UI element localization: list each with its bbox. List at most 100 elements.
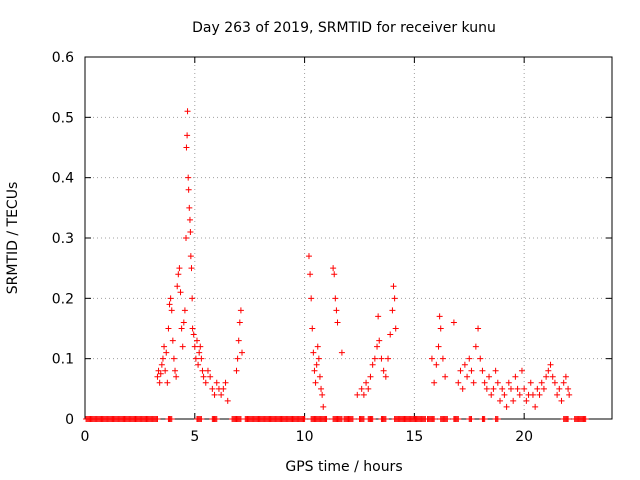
data-point	[512, 373, 519, 380]
data-point	[468, 367, 475, 374]
data-point	[382, 373, 389, 380]
data-point	[187, 253, 194, 260]
data-point	[523, 397, 530, 404]
x-tick-label: 0	[81, 429, 90, 445]
data-point	[312, 379, 319, 386]
data-point	[211, 391, 218, 398]
data-point	[204, 367, 211, 374]
data-point	[390, 283, 397, 290]
data-point	[376, 337, 383, 344]
data-point	[311, 367, 318, 374]
data-point	[468, 416, 475, 422]
data-point	[314, 343, 321, 350]
data-point	[224, 397, 231, 404]
data-point	[529, 391, 536, 398]
data-point	[392, 325, 399, 332]
data-point	[475, 325, 482, 332]
data-point	[354, 391, 361, 398]
data-point	[554, 391, 561, 398]
data-point	[239, 349, 246, 356]
data-point	[450, 319, 457, 326]
data-point	[318, 385, 325, 392]
data-point	[433, 361, 440, 368]
data-point	[543, 373, 550, 380]
data-point	[196, 349, 203, 356]
data-point	[323, 416, 330, 422]
y-tick-label: 0.2	[52, 291, 74, 307]
data-point	[319, 391, 326, 398]
data-point	[179, 343, 186, 350]
data-point	[184, 108, 191, 115]
data-point	[199, 367, 206, 374]
data-point	[466, 355, 473, 362]
data-point	[547, 361, 554, 368]
data-point	[169, 337, 176, 344]
data-point	[558, 397, 565, 404]
data-point	[358, 385, 365, 392]
data-point	[431, 379, 438, 386]
data-point	[457, 367, 464, 374]
data-point	[540, 385, 547, 392]
data-point	[507, 385, 514, 392]
data-point	[455, 379, 462, 386]
data-point	[331, 271, 338, 278]
x-tick-label: 20	[515, 429, 533, 445]
y-tick-label: 0	[65, 412, 74, 428]
data-point	[218, 391, 225, 398]
data-point	[185, 174, 192, 181]
data-point	[189, 325, 196, 332]
data-point	[565, 385, 572, 392]
data-point	[309, 325, 316, 332]
data-point	[234, 355, 241, 362]
data-point	[308, 295, 315, 302]
axis-ticks: 0 5 10 15 20 0 0.1 0.2 0.3 0.4 0.5 0.6	[52, 50, 612, 445]
data-point	[163, 349, 170, 356]
data-point	[389, 307, 396, 314]
data-point	[505, 379, 512, 386]
data-point	[527, 379, 534, 386]
data-point	[536, 391, 543, 398]
data-point	[209, 385, 216, 392]
data-point	[436, 313, 443, 320]
data-point	[333, 307, 340, 314]
data-point	[464, 373, 471, 380]
data-point	[213, 416, 220, 422]
y-tick-label: 0.4	[52, 171, 74, 187]
data-point	[315, 355, 322, 362]
data-point	[556, 385, 563, 392]
data-point	[154, 416, 161, 422]
data-point	[538, 379, 545, 386]
data-point	[435, 343, 442, 350]
data-point	[387, 331, 394, 338]
data-point	[187, 228, 194, 235]
data-point	[174, 283, 181, 290]
data-point	[378, 355, 385, 362]
data-point	[477, 355, 484, 362]
data-point	[332, 295, 339, 302]
data-point	[190, 331, 197, 338]
x-axis-label: GPS time / hours	[285, 459, 402, 475]
data-point	[330, 265, 337, 272]
data-point	[301, 416, 308, 422]
data-point	[195, 361, 202, 368]
data-point	[367, 373, 374, 380]
data-point	[168, 416, 175, 422]
data-point	[459, 385, 466, 392]
data-point	[481, 379, 488, 386]
chart-title: Day 263 of 2019, SRMTID for receiver kun…	[192, 20, 496, 36]
data-point	[461, 361, 468, 368]
data-point	[582, 416, 589, 422]
data-point	[155, 367, 162, 374]
data-point	[158, 361, 165, 368]
data-point	[545, 367, 552, 374]
data-point	[365, 385, 372, 392]
data-point	[363, 379, 370, 386]
data-point	[164, 379, 171, 386]
data-point	[481, 416, 488, 422]
data-point	[157, 370, 164, 377]
x-tick-label: 10	[296, 429, 314, 445]
data-point	[494, 379, 501, 386]
y-axis-label: SRMTID / TECUs	[5, 182, 21, 295]
data-point	[184, 132, 191, 139]
